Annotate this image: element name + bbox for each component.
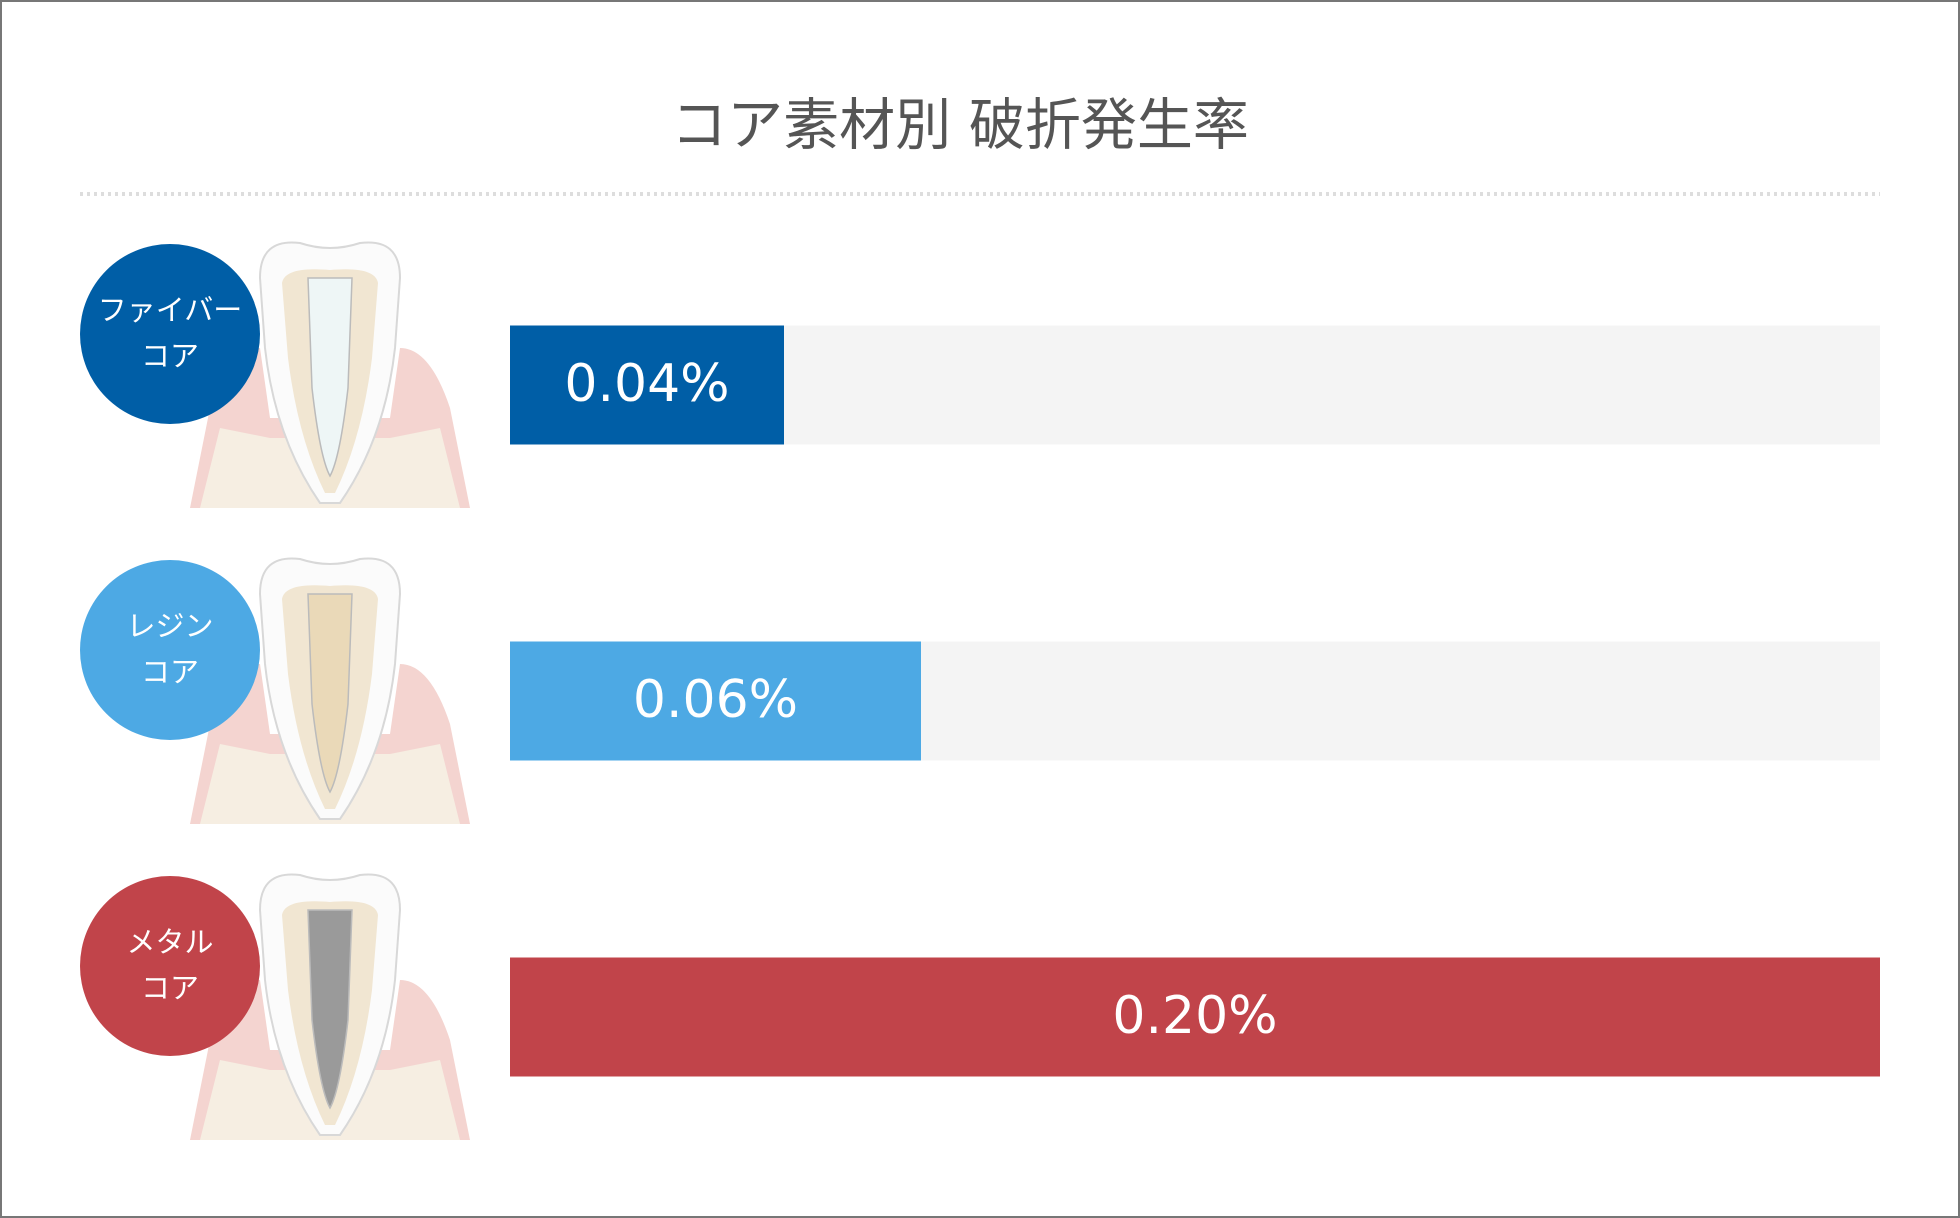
bar — [510, 641, 921, 761]
category-badge — [80, 560, 260, 740]
chart-title: コア素材別 破折発生率 — [671, 94, 1249, 159]
core — [307, 909, 353, 1110]
category-badge — [80, 244, 260, 424]
tooth-illustration — [190, 241, 470, 508]
category-label: ファイバー — [98, 293, 242, 327]
bar — [510, 957, 1880, 1077]
category-label: メタル — [126, 925, 213, 959]
tooth-illustration — [190, 557, 470, 824]
category-label: コア — [141, 971, 199, 1005]
category-label: レジン — [126, 609, 213, 643]
category-label: コア — [141, 655, 199, 689]
core — [307, 277, 353, 478]
value-label: 0.06% — [633, 670, 798, 730]
bar — [510, 325, 784, 445]
tooth-illustration — [190, 873, 470, 1140]
core — [307, 593, 353, 794]
value-label: 0.04% — [564, 354, 729, 414]
category-badge — [80, 876, 260, 1056]
value-label: 0.20% — [1112, 986, 1277, 1046]
category-label: コア — [141, 339, 199, 373]
